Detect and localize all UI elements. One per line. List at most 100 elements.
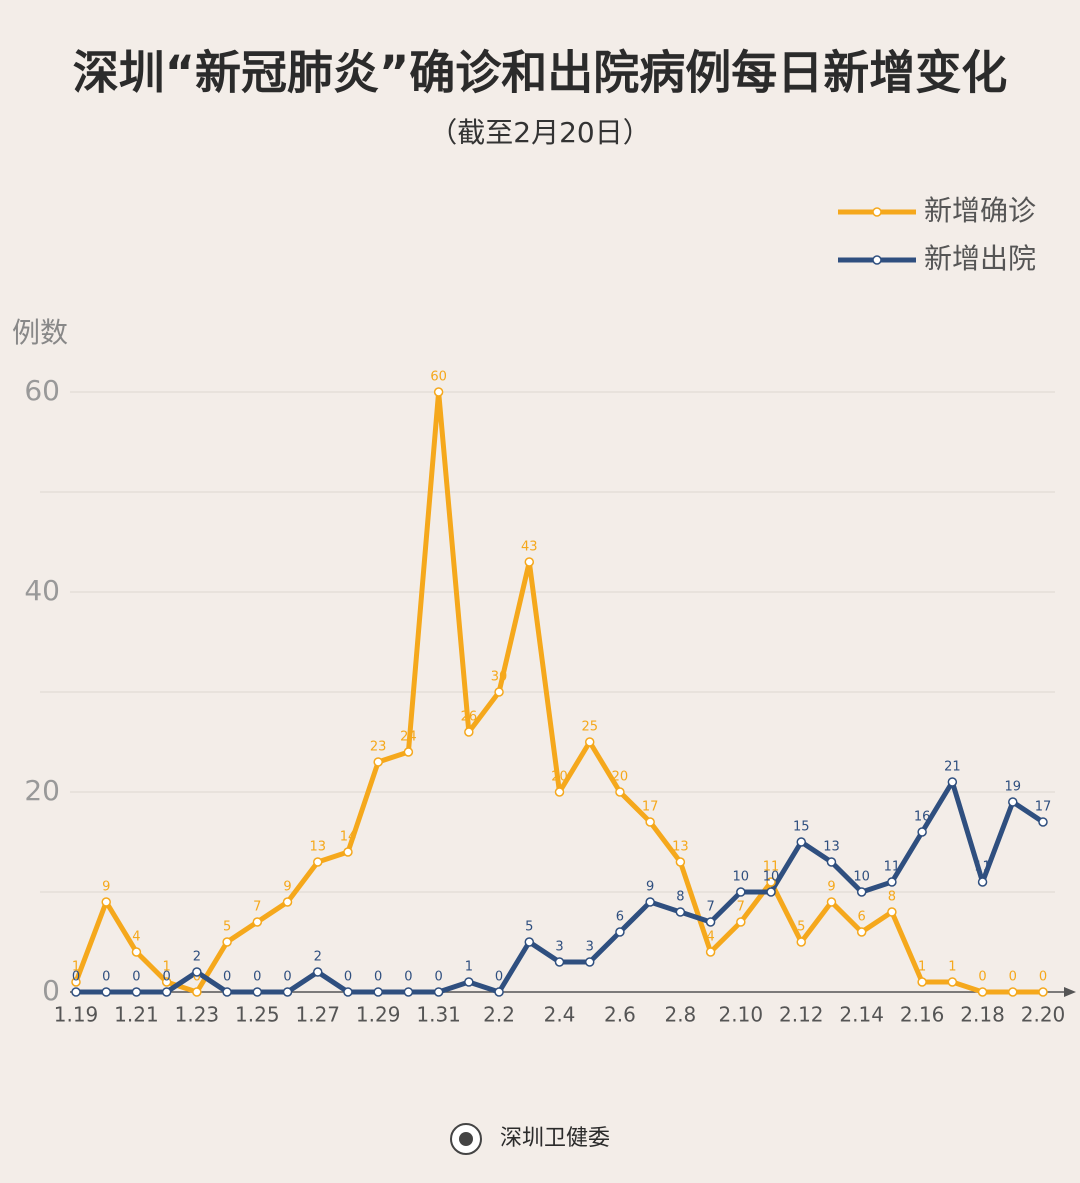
data-label: 2 [314, 950, 322, 965]
data-label: 8 [888, 890, 896, 905]
x-tick-label: 2.14 [839, 1003, 884, 1027]
data-point [584, 957, 595, 967]
legend-label: 新增确诊 [924, 194, 1036, 227]
data-point [584, 737, 595, 747]
data-point [161, 977, 172, 987]
data-label: 10 [853, 870, 870, 885]
data-point [101, 987, 111, 997]
data-point [433, 387, 444, 397]
data-point [313, 857, 323, 867]
data-point [282, 987, 293, 997]
data-point [1008, 797, 1018, 807]
data-label: 14 [340, 830, 357, 845]
data-point [887, 907, 897, 917]
x-tick-label: 2.2 [483, 1003, 515, 1027]
data-label: 13 [823, 840, 840, 855]
data-label: 13 [672, 840, 689, 855]
data-point [796, 937, 806, 947]
source-logo [450, 1123, 482, 1155]
y-tick-label: 20 [24, 774, 60, 807]
data-point [856, 887, 867, 897]
data-point [977, 987, 988, 997]
data-point [1038, 987, 1048, 997]
data-label: 20 [551, 770, 568, 785]
data-point [161, 987, 172, 997]
data-point [373, 987, 383, 997]
legend-label: 新增出院 [924, 242, 1036, 275]
data-point [977, 877, 988, 887]
data-point [887, 877, 897, 887]
x-tick-label: 2.4 [544, 1003, 576, 1027]
data-label: 0 [344, 970, 352, 985]
data-point [282, 897, 293, 907]
data-label: 13 [309, 840, 326, 855]
data-point [947, 777, 958, 787]
data-label: 60 [430, 370, 447, 385]
data-label: 11 [763, 860, 780, 875]
x-tick-label: 1.31 [416, 1003, 461, 1027]
x-tick-label: 2.6 [604, 1003, 636, 1027]
data-point [554, 787, 565, 797]
data-label: 8 [676, 890, 684, 905]
data-point [343, 987, 353, 997]
data-label: 3 [555, 940, 563, 955]
data-point [826, 857, 837, 867]
data-point [252, 917, 263, 927]
data-label: 0 [193, 970, 201, 985]
data-label: 9 [827, 880, 835, 895]
data-point [796, 837, 806, 847]
data-point [343, 847, 353, 857]
data-point [645, 817, 655, 827]
data-label: 5 [223, 920, 231, 935]
data-label: 10 [763, 870, 780, 885]
data-point [222, 937, 232, 947]
data-point [917, 827, 927, 837]
data-label: 1 [918, 960, 926, 975]
data-point [705, 947, 716, 957]
data-label: 6 [858, 910, 866, 925]
data-label: 17 [1035, 800, 1052, 815]
x-tick-label: 2.20 [1021, 1003, 1066, 1027]
x-tick-label: 2.16 [900, 1003, 945, 1027]
y-tick-label: 60 [24, 374, 60, 407]
data-label: 9 [283, 880, 291, 895]
data-label: 26 [461, 710, 478, 725]
data-label: 30 [491, 670, 508, 685]
data-point [524, 937, 535, 947]
x-tick-label: 1.23 [175, 1003, 220, 1027]
data-point [313, 967, 323, 977]
data-point [71, 987, 81, 997]
legend-marker [872, 255, 882, 265]
data-label: 0 [1039, 970, 1047, 985]
data-point [373, 757, 383, 767]
data-label: 5 [525, 920, 533, 935]
data-label: 0 [283, 970, 291, 985]
data-point [1008, 987, 1018, 997]
data-label: 0 [223, 970, 231, 985]
data-point [1038, 817, 1048, 827]
data-point [192, 987, 202, 997]
data-label: 1 [163, 960, 171, 975]
x-tick-label: 1.27 [295, 1003, 340, 1027]
x-axis-arrow [1064, 987, 1076, 997]
data-label: 3 [586, 940, 594, 955]
data-point [947, 977, 958, 987]
data-label: 15 [793, 820, 810, 835]
data-point [675, 907, 686, 917]
y-axis-label: 例数 [12, 316, 68, 349]
data-label: 11 [884, 860, 901, 875]
data-label: 20 [612, 770, 629, 785]
data-label: 7 [253, 900, 261, 915]
data-point [766, 887, 776, 897]
data-point [826, 897, 837, 907]
data-label: 0 [253, 970, 261, 985]
data-point [524, 557, 535, 567]
data-point [464, 727, 474, 737]
data-label: 5 [797, 920, 805, 935]
data-label: 0 [163, 970, 171, 985]
data-label: 0 [434, 970, 442, 985]
data-point [554, 957, 565, 967]
chart-title: 深圳“新冠肺炎”确诊和出院病例每日新增变化 [73, 46, 1007, 100]
data-point [403, 987, 414, 997]
